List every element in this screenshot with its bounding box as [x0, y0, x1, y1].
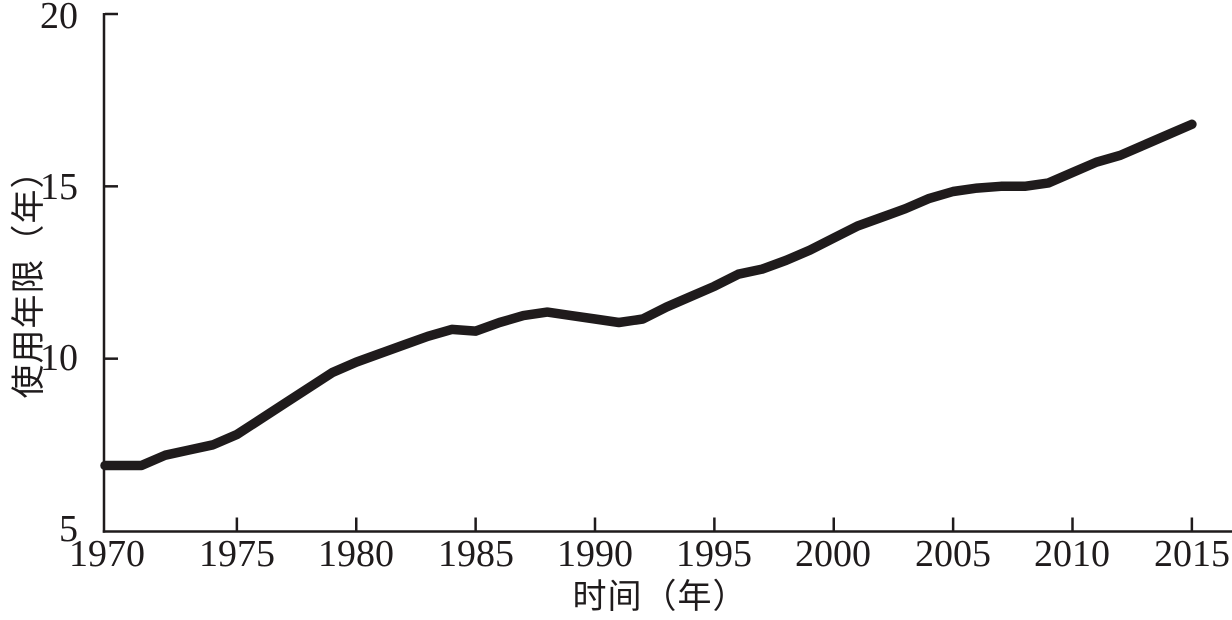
- x-axis-title: 时间（年）: [572, 579, 748, 616]
- x-tick-label-2005: 2005: [915, 533, 991, 575]
- service-life-line-series: [100, 119, 1197, 471]
- x-tick-label-1970: 1970: [69, 533, 145, 575]
- x-tick-label-2010: 2010: [1034, 533, 1110, 575]
- x-tick-label-2015: 2015: [1154, 533, 1230, 575]
- x-tick-label-1985: 1985: [438, 533, 514, 575]
- y-axis-title: 使用年限（年）: [11, 153, 48, 399]
- y-tick-label-15: 15: [40, 166, 78, 208]
- x-tick-label-1990: 1990: [557, 533, 633, 575]
- x-tick-label-1995: 1995: [676, 533, 752, 575]
- y-tick-label-5: 5: [59, 508, 78, 550]
- y-tick-label-20: 20: [40, 0, 78, 37]
- x-tick-label-1975: 1975: [199, 533, 275, 575]
- y-tick-label-10: 10: [40, 337, 78, 379]
- x-tick-label-1980: 1980: [318, 533, 394, 575]
- x-tick-label-2000: 2000: [795, 533, 871, 575]
